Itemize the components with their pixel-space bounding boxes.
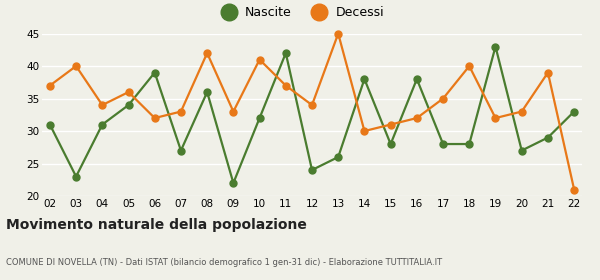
Decessi [518,110,526,113]
Decessi [282,84,289,87]
Nascite [387,142,394,146]
Nascite [518,149,526,152]
Decessi [151,116,158,120]
Nascite [203,90,211,94]
Nascite [46,123,53,126]
Nascite [571,110,578,113]
Legend: Nascite, Decessi: Nascite, Decessi [216,6,384,19]
Nascite [492,45,499,48]
Decessi [439,97,446,100]
Nascite [466,142,473,146]
Decessi [571,188,578,191]
Decessi [308,103,316,107]
Decessi [203,52,211,55]
Nascite [178,149,185,152]
Decessi [125,90,132,94]
Nascite [308,168,316,172]
Nascite [413,77,421,81]
Decessi [361,129,368,133]
Nascite [439,142,446,146]
Decessi [492,116,499,120]
Decessi [413,116,421,120]
Nascite [230,181,237,185]
Decessi [178,110,185,113]
Decessi [387,123,394,126]
Nascite [256,116,263,120]
Decessi [256,58,263,61]
Nascite [335,155,342,159]
Nascite [73,175,80,178]
Decessi [466,64,473,68]
Nascite [151,71,158,74]
Line: Decessi: Decessi [46,30,578,193]
Nascite [544,136,551,139]
Nascite [361,77,368,81]
Decessi [544,71,551,74]
Nascite [98,123,106,126]
Nascite [282,52,289,55]
Decessi [335,32,342,35]
Line: Nascite: Nascite [46,43,578,186]
Decessi [98,103,106,107]
Text: Movimento naturale della popolazione: Movimento naturale della popolazione [6,218,307,232]
Nascite [125,103,132,107]
Text: COMUNE DI NOVELLA (TN) - Dati ISTAT (bilancio demografico 1 gen-31 dic) - Elabor: COMUNE DI NOVELLA (TN) - Dati ISTAT (bil… [6,258,442,267]
Decessi [46,84,53,87]
Decessi [230,110,237,113]
Decessi [73,64,80,68]
